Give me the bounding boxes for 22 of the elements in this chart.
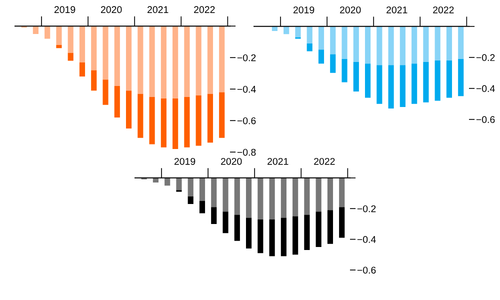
x-tick-label: 2019 [54,6,76,14]
y-tick-label: −0.6 [476,116,495,124]
y-tick-label: −0.6 [237,117,256,124]
y-tick-label: −0.2 [357,205,376,212]
x-tick-label: 2022 [433,6,454,14]
x-tick-label: 2019 [174,158,196,165]
x-tick-label: 2022 [194,6,215,14]
y-tick-label: −0.8 [237,148,256,156]
y-tick-label: −0.2 [237,54,256,62]
y-tick-label: −0.6 [357,266,376,274]
x-tick-label: 2020 [221,158,242,165]
y-tick-label: −0.4 [237,86,256,93]
x-tick-label: 2022 [314,158,335,165]
x-tick-label: 2021 [386,6,408,14]
x-tick-label: 2019 [293,6,314,14]
x-tick-label: 2020 [101,6,122,14]
x-tick-label: 2020 [340,6,361,14]
y-tick-label: −0.4 [357,236,376,243]
y-tick-label: −0.2 [476,54,495,62]
x-tick-label: 2021 [268,158,288,165]
x-tick-label: 2021 [148,6,168,14]
y-tick-label: −0.4 [476,85,495,92]
